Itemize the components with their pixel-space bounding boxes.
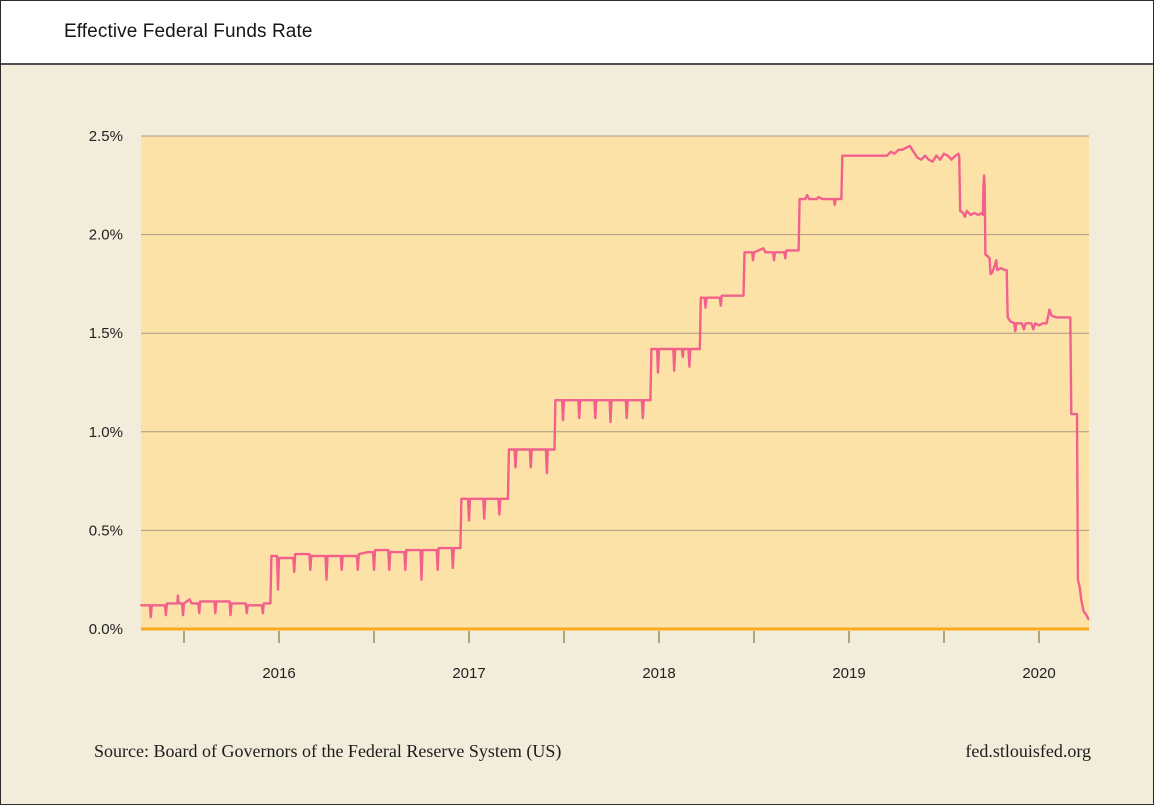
chart-footer: Source: Board of Governors of the Federa… [94, 741, 1091, 762]
source-text: Source: Board of Governors of the Federa… [94, 741, 562, 761]
chart-title: Effective Federal Funds Rate [64, 21, 313, 42]
y-axis-label: 2.5% [89, 128, 123, 145]
site-text: fed.stlouisfed.org [965, 741, 1091, 761]
plot-area [141, 136, 1089, 629]
y-axis-label: 0.0% [89, 621, 123, 638]
chart-header: Effective Federal Funds Rate [1, 1, 1153, 65]
x-axis-label: 2019 [832, 665, 865, 682]
rate-line-chart: 0.0% 0.5% 1.0% 1.5% 2.0% 2.5% 2016 2017 2018 2019… [89, 128, 1090, 682]
x-axis-label: 2020 [1022, 665, 1055, 682]
y-axis-label: 1.0% [89, 424, 123, 441]
effr-series-line [140, 144, 1090, 621]
chart-body: 0.0% 0.5% 1.0% 1.5% 2.0% 2.5% 2016 2017 2018 2019… [1, 65, 1153, 804]
x-axis-label: 2018 [642, 665, 675, 682]
y-axis-label: 0.5% [89, 522, 123, 539]
y-axis-label: 1.5% [89, 325, 123, 342]
x-axis-label: 2017 [452, 665, 485, 682]
x-axis-label: 2016 [262, 665, 295, 682]
y-axis-label: 2.0% [89, 227, 123, 244]
